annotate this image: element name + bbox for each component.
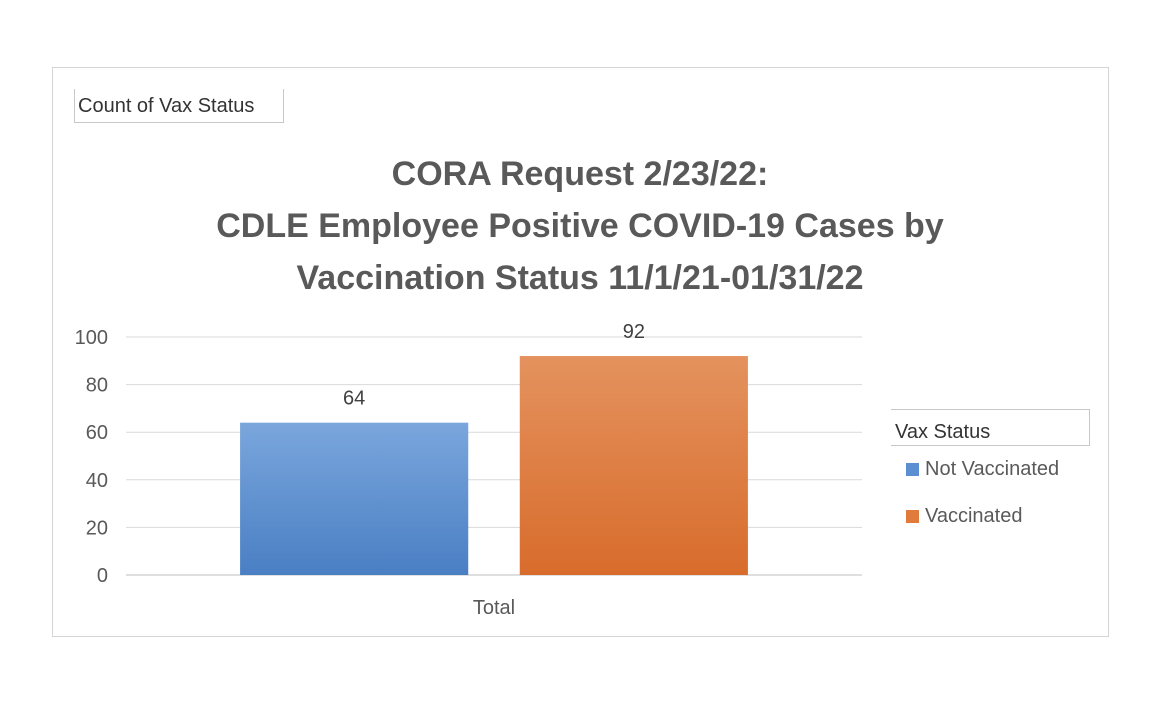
legend-swatch-not-vaccinated xyxy=(906,463,919,476)
legend-item-vaccinated[interactable]: Vaccinated xyxy=(906,505,1022,528)
legend-item-not-vaccinated[interactable]: Not Vaccinated xyxy=(906,458,1059,481)
y-tick-label-100: 100 xyxy=(75,327,108,349)
chart-title-line-2: CDLE Employee Positive COVID-19 Cases by xyxy=(216,207,944,245)
legend-swatch-vaccinated xyxy=(906,510,919,523)
y-tick-label-20: 20 xyxy=(86,517,108,539)
y-tick-label-40: 40 xyxy=(86,470,108,492)
bar-not-vaccinated xyxy=(240,422,469,575)
y-tick-label-60: 60 xyxy=(86,422,108,444)
y-tick-label-80: 80 xyxy=(86,375,108,397)
bar-vaccinated xyxy=(519,356,748,575)
chart-title-line-3: Vaccination Status 11/1/21-01/31/22 xyxy=(296,259,864,297)
legend-title[interactable]: Vax Status xyxy=(891,409,1090,446)
legend-label-not-vaccinated: Not Vaccinated xyxy=(925,458,1060,480)
x-category-label: Total xyxy=(473,597,515,619)
data-label-not-vaccinated: 64 xyxy=(343,388,365,410)
legend-label-vaccinated: Vaccinated xyxy=(925,505,1023,527)
chart-title-line-1: CORA Request 2/23/22: xyxy=(391,155,769,193)
chart-title: CORA Request 2/23/22: CDLE Employee Posi… xyxy=(130,148,1030,304)
pivot-field-button[interactable]: Count of Vax Status xyxy=(74,89,284,123)
data-label-vaccinated: 92 xyxy=(623,321,645,343)
y-tick-label-0: 0 xyxy=(97,565,108,587)
